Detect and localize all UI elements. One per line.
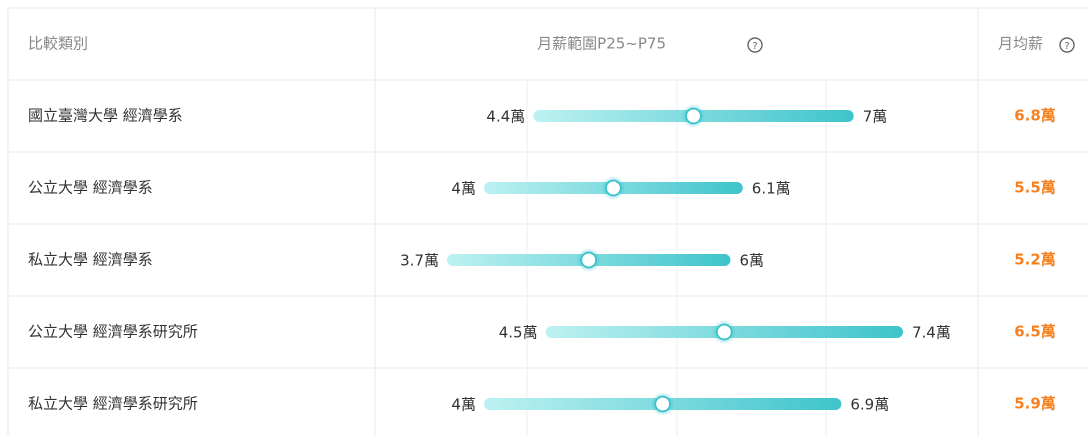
category-cell: 私立大學 經濟學系: [28, 251, 153, 269]
table-frame: [7, 7, 1089, 436]
category-cell: 私立大學 經濟學系研究所: [28, 395, 198, 413]
p25-label: 3.7萬: [400, 252, 439, 270]
average-cell: 5.5萬: [1014, 179, 1056, 197]
p75-label: 7萬: [863, 108, 888, 126]
p75-label: 6.1萬: [752, 180, 791, 198]
header-cell: 月均薪: [998, 35, 1043, 53]
svg-text:?: ?: [752, 41, 757, 52]
range-knob: [580, 251, 598, 269]
range-knob: [684, 107, 702, 125]
category-cell: 公立大學 經濟學系: [28, 179, 153, 197]
help-icon[interactable]: ?: [747, 37, 763, 53]
p75-label: 6萬: [739, 252, 764, 270]
average-cell: 5.9萬: [1014, 395, 1056, 413]
p25-label: 4.5萬: [499, 324, 538, 342]
p25-label: 4.4萬: [486, 108, 525, 126]
average-cell: 6.5萬: [1014, 323, 1056, 341]
svg-text:?: ?: [1064, 41, 1069, 52]
p75-label: 7.4萬: [912, 324, 951, 342]
help-icon[interactable]: ?: [1059, 37, 1075, 53]
p75-label: 6.9萬: [850, 396, 889, 414]
p25-label: 4萬: [451, 396, 476, 414]
range-knob: [654, 395, 672, 413]
range-knob: [715, 323, 733, 341]
range-knob: [604, 179, 622, 197]
header-cell: 月薪範圍P25~P75: [537, 35, 666, 53]
average-cell: 5.2萬: [1014, 251, 1056, 269]
average-cell: 6.8萬: [1014, 107, 1056, 125]
category-cell: 國立臺灣大學 經濟學系: [28, 107, 183, 125]
p25-label: 4萬: [451, 180, 476, 198]
header-cell: 比較類別: [28, 35, 88, 53]
category-cell: 公立大學 經濟學系研究所: [28, 323, 198, 341]
